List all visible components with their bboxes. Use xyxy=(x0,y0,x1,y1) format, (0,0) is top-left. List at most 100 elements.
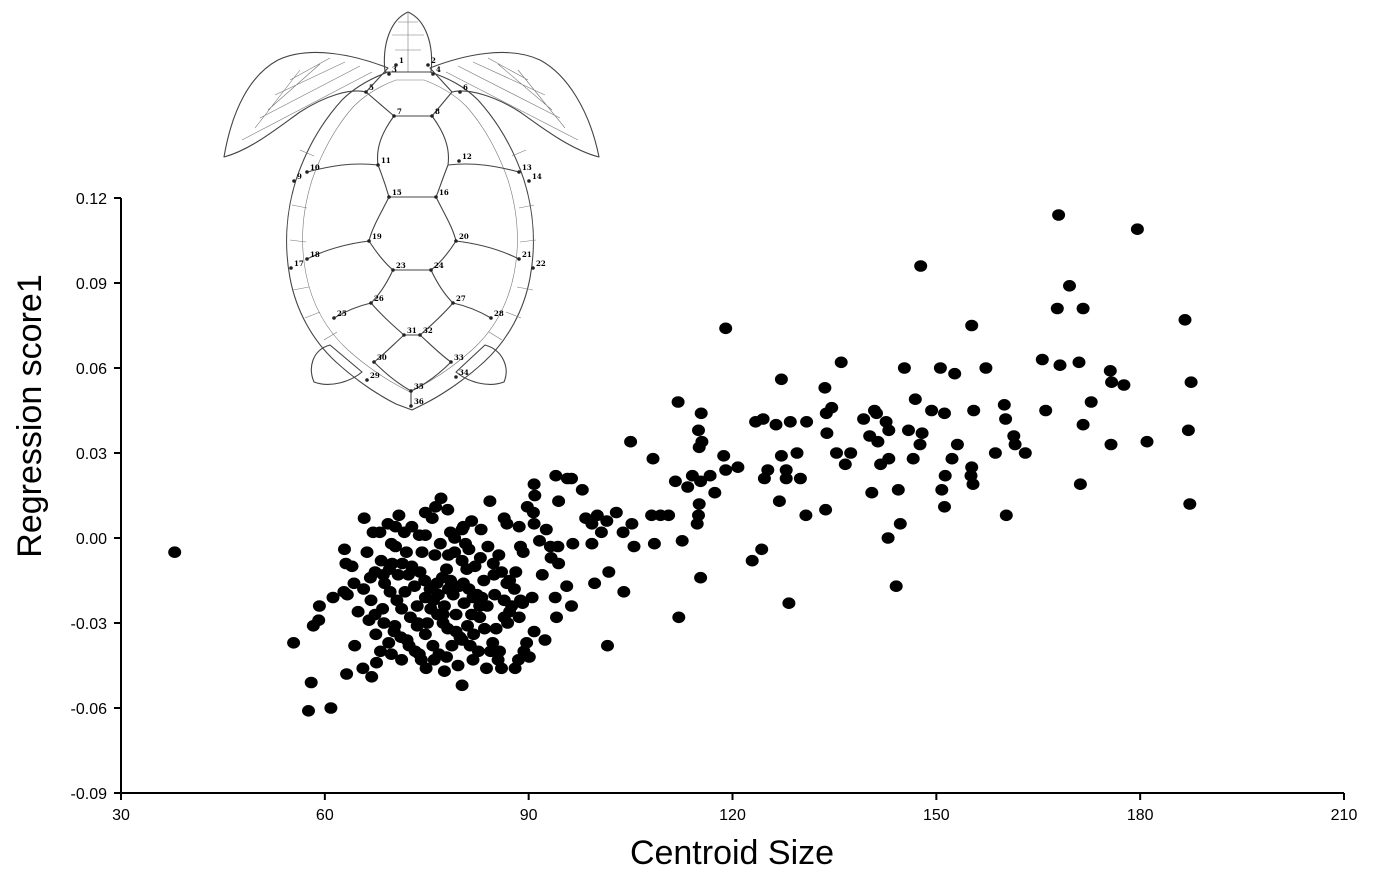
data-point xyxy=(967,404,981,417)
data-point xyxy=(1184,376,1198,389)
landmark-label: 2 xyxy=(431,56,436,65)
x-tick-label: 180 xyxy=(1127,807,1154,824)
data-point xyxy=(646,452,660,465)
data-point xyxy=(408,580,421,592)
data-point xyxy=(647,537,661,550)
landmark-dot xyxy=(372,360,376,364)
data-point xyxy=(602,566,616,578)
landmark-dot xyxy=(332,316,336,320)
data-point xyxy=(500,577,514,590)
y-axis-title: Regression score1 xyxy=(11,274,49,557)
data-point xyxy=(432,648,446,660)
data-point xyxy=(466,654,480,666)
data-point xyxy=(500,518,514,530)
data-point xyxy=(488,588,502,601)
data-point xyxy=(535,569,549,581)
landmark-label: 16 xyxy=(439,188,449,197)
landmark-label: 31 xyxy=(407,326,417,335)
landmark-dot xyxy=(369,301,373,305)
data-point xyxy=(600,515,614,527)
data-point xyxy=(418,628,432,641)
turtle-marginal-ticks xyxy=(289,149,537,341)
data-point xyxy=(708,486,722,499)
data-point xyxy=(1007,430,1021,442)
data-point xyxy=(870,407,883,420)
data-point xyxy=(757,472,771,485)
landmark-label: 7 xyxy=(397,107,402,116)
data-point xyxy=(544,552,558,564)
landmark-dot xyxy=(409,389,413,393)
data-point xyxy=(433,537,447,550)
landmark-dot xyxy=(367,239,371,243)
data-point xyxy=(662,509,676,522)
data-point xyxy=(495,566,508,578)
data-point xyxy=(616,526,630,539)
landmark-dot xyxy=(409,404,413,408)
data-point xyxy=(434,492,448,505)
data-point xyxy=(1140,435,1154,448)
data-point xyxy=(694,475,708,488)
data-point xyxy=(731,461,745,474)
data-point xyxy=(468,560,482,573)
data-point xyxy=(997,399,1011,411)
landmark-dot xyxy=(391,268,395,272)
data-point xyxy=(1183,498,1197,510)
x-tick-label: 30 xyxy=(112,807,130,824)
data-point xyxy=(938,407,951,420)
data-point xyxy=(552,495,566,508)
data-point xyxy=(413,566,427,578)
data-point xyxy=(400,634,414,646)
data-point xyxy=(429,501,443,513)
data-point xyxy=(935,484,949,496)
turtle-scute-lines xyxy=(306,91,520,407)
data-point xyxy=(979,362,993,374)
landmark-label: 28 xyxy=(494,309,504,318)
data-point xyxy=(326,591,340,604)
landmark-dot xyxy=(394,63,398,67)
landmark-label: 27 xyxy=(456,294,466,303)
data-point xyxy=(492,549,506,561)
data-point xyxy=(385,557,399,570)
data-point xyxy=(617,586,631,598)
data-point xyxy=(467,628,481,641)
data-point xyxy=(999,413,1013,425)
data-point xyxy=(455,554,469,567)
landmark-dot xyxy=(517,170,521,174)
data-point xyxy=(889,580,903,592)
data-point xyxy=(428,549,442,561)
landmark-label: 30 xyxy=(377,353,387,362)
data-point xyxy=(882,424,896,437)
data-point xyxy=(624,435,638,448)
y-tick-label: 0.03 xyxy=(76,446,107,463)
turtle-left-flipper xyxy=(223,51,389,158)
data-point xyxy=(418,529,432,541)
x-tick-label: 150 xyxy=(923,807,950,824)
landmark-label: 26 xyxy=(374,294,384,303)
data-point xyxy=(799,509,813,522)
data-point xyxy=(324,702,338,714)
data-point xyxy=(377,617,391,629)
data-point xyxy=(1063,280,1076,292)
data-point xyxy=(405,520,419,533)
data-point xyxy=(820,427,834,440)
data-point xyxy=(527,518,541,530)
data-point xyxy=(703,469,717,482)
data-point xyxy=(590,509,604,522)
data-point xyxy=(863,430,877,442)
data-point xyxy=(838,458,852,471)
data-point xyxy=(382,637,396,649)
data-point xyxy=(915,427,929,440)
data-point xyxy=(410,600,424,612)
data-point xyxy=(451,659,465,672)
data-point xyxy=(1035,353,1049,366)
data-point xyxy=(893,518,907,530)
landmark-label: 12 xyxy=(462,152,472,161)
data-point xyxy=(351,605,365,618)
data-point xyxy=(378,577,392,590)
data-point xyxy=(897,362,911,374)
data-point xyxy=(830,447,843,459)
data-point xyxy=(383,586,397,598)
data-point xyxy=(1181,424,1195,437)
landmark-label: 17 xyxy=(294,259,304,268)
